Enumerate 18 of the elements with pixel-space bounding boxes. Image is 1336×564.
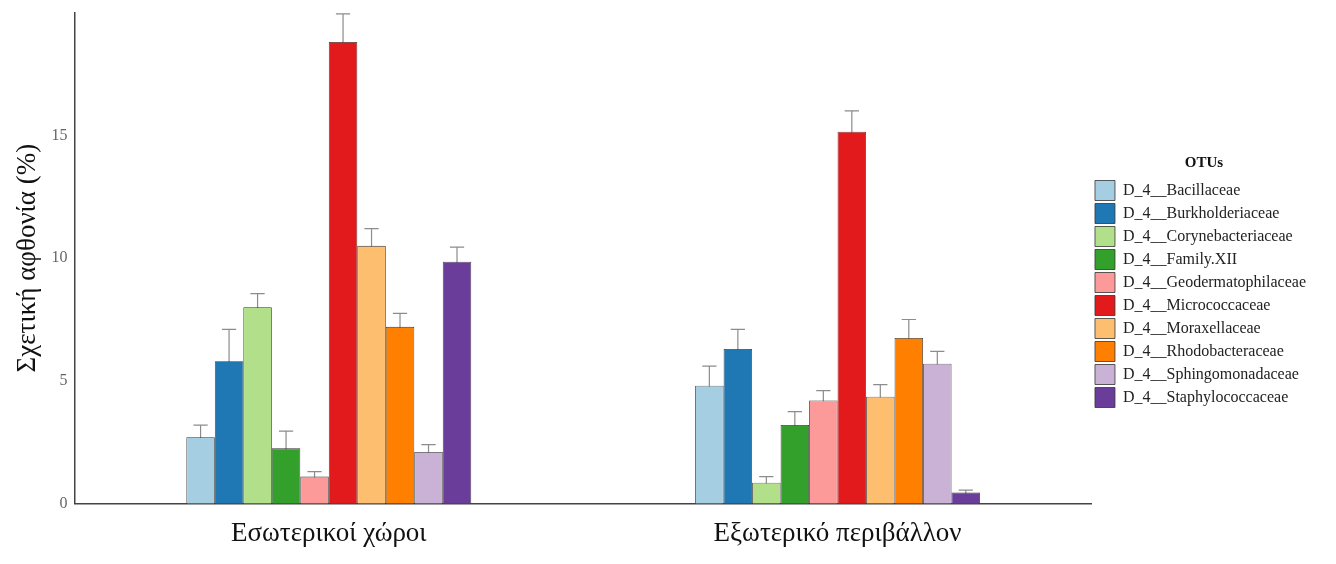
y-tick-label: 0: [59, 493, 68, 511]
y-tick-label: 15: [51, 125, 68, 143]
legend-label: D_4__Corynebacteriaceae: [1122, 226, 1293, 245]
y-tick-label: 5: [59, 371, 68, 389]
legend-label: D_4__Geodermatophilaceae: [1122, 272, 1306, 291]
y-tick-label: 10: [51, 248, 68, 266]
legend-label: D_4__Micrococcaceae: [1122, 295, 1271, 313]
legend-label: D_4__Rhodobacteraceae: [1122, 341, 1284, 359]
legend-label: D_4__Bacillaceae: [1122, 180, 1241, 198]
y-axis-title: Σχετική αφθονία (%): [11, 143, 42, 373]
legend-label: D_4__Burkholderiaceae: [1122, 203, 1280, 221]
legend-label: D_4__Family.XII: [1122, 249, 1238, 268]
legend-label: D_4__Staphylococcaceae: [1122, 387, 1289, 406]
x-tick-label: Εξωτερικό περιβάλλον: [713, 516, 962, 547]
legend-title: OTUs: [1184, 153, 1224, 170]
legend-label: D_4__Moraxellaceae: [1122, 318, 1261, 336]
x-tick-label: Εσωτερικοί χώροι: [230, 516, 428, 547]
legend-label: D_4__Sphingomonadaceae: [1122, 364, 1299, 383]
